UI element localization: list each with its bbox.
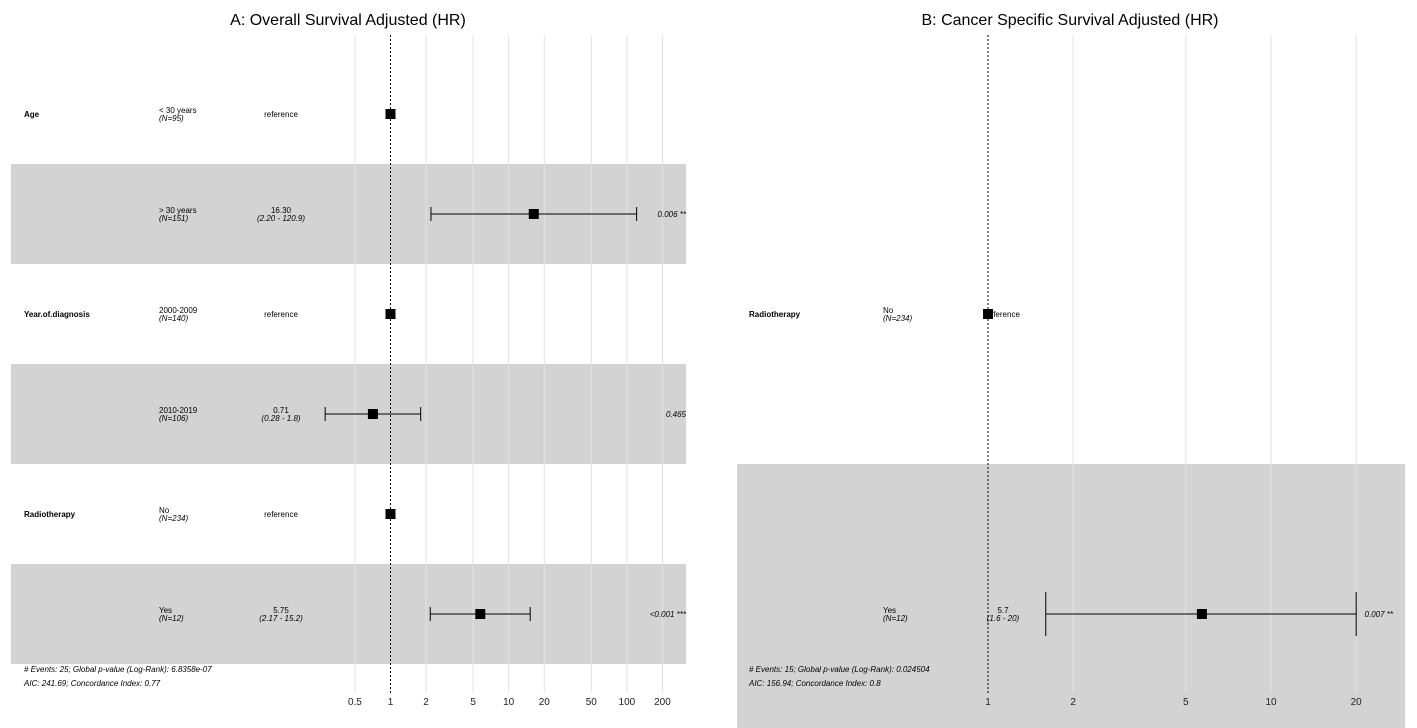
x-tick-label: 50	[586, 697, 598, 708]
hr-point	[385, 509, 396, 519]
ci-label: (1.6 - 20)	[987, 614, 1020, 623]
x-tick-label: 10	[1265, 697, 1277, 708]
level-label: < 30 years	[159, 106, 197, 115]
variable-label: Radiotherapy	[749, 310, 801, 319]
hr-label: 5.75	[273, 606, 289, 615]
footnote-aic: AIC: 156.94; Concordance Index: 0.8	[748, 679, 881, 688]
x-tick-label: 2	[423, 697, 429, 708]
x-tick-label: 20	[539, 697, 551, 708]
hr-point	[983, 309, 993, 319]
x-tick-label: 10	[503, 697, 515, 708]
ci-label: (2.20 - 120.9)	[257, 214, 305, 223]
x-tick-label: 0.5	[348, 697, 362, 708]
variable-label: Radiotherapy	[24, 510, 76, 519]
level-label: 2000-2009	[159, 306, 198, 315]
x-tick-label: 1	[388, 697, 394, 708]
x-tick-label: 5	[470, 697, 476, 708]
n-label: (N=234)	[883, 314, 912, 323]
chart-title: A: Overall Survival Adjusted (HR)	[230, 12, 466, 29]
footnote-events: # Events: 15; Global p-value (Log-Rank):…	[749, 665, 930, 674]
hr-label: 16.30	[271, 206, 292, 215]
forest-panel-a: 0.5 1 2 5 10 20 50 100 200 A: Overall Survival Ad…	[11, 12, 687, 708]
p-value-label: 0.006 **	[658, 210, 687, 219]
hr-label: 5.7	[997, 606, 1009, 615]
x-tick-label: 1	[985, 697, 991, 708]
ci-label: (0.28 - 1.8)	[261, 414, 300, 423]
footnote-events: # Events: 25; Global p-value (Log-Rank):…	[24, 665, 212, 674]
x-tick-label: 2	[1070, 697, 1076, 708]
variable-label: Age	[24, 110, 40, 119]
ci-label: (2.17 - 15.2)	[259, 614, 303, 623]
hr-label: reference	[264, 110, 298, 119]
hr-point	[528, 209, 539, 219]
chart-title: B: Cancer Specific Survival Adjusted (HR…	[922, 12, 1219, 29]
hr-label: 0.71	[273, 406, 289, 415]
n-label: (N=95)	[159, 114, 184, 123]
n-label: (N=234)	[159, 514, 188, 523]
n-label: (N=106)	[159, 414, 188, 423]
p-value-label: 0.007 **	[1365, 610, 1394, 619]
hr-label: reference	[264, 310, 298, 319]
x-tick-label: 5	[1183, 697, 1189, 708]
footnote-aic: AIC: 241.69; Concordance Index: 0.77	[23, 679, 161, 688]
hr-label: reference	[986, 310, 1020, 319]
level-label: 2010-2019	[159, 406, 198, 415]
n-label: (N=151)	[159, 214, 188, 223]
level-label: No	[883, 306, 894, 315]
variable-label: Year.of.diagnosis	[24, 310, 90, 319]
hr-point	[385, 309, 396, 319]
x-tick-label: 20	[1351, 697, 1363, 708]
level-label: Yes	[883, 606, 896, 615]
p-value-label: 0.465	[666, 410, 687, 419]
p-value-label: <0.001 ***	[650, 610, 687, 619]
level-label: > 30 years	[159, 206, 197, 215]
x-tick-label: 100	[619, 697, 636, 708]
forest-panel-b: 1 2 5 10 20 B: Cancer Specific Survival Adjus…	[737, 12, 1405, 728]
hr-point	[367, 409, 378, 419]
n-label: (N=12)	[159, 614, 184, 623]
hr-point	[385, 109, 396, 119]
hr-point	[475, 609, 486, 619]
n-label: (N=140)	[159, 314, 188, 323]
row-band	[11, 564, 686, 664]
x-tick-label: 200	[654, 697, 671, 708]
level-label: Yes	[159, 606, 172, 615]
row-band	[737, 464, 1405, 728]
hr-label: reference	[264, 510, 298, 519]
hr-point	[1196, 609, 1207, 619]
n-label: (N=12)	[883, 614, 908, 623]
level-label: No	[159, 506, 170, 515]
